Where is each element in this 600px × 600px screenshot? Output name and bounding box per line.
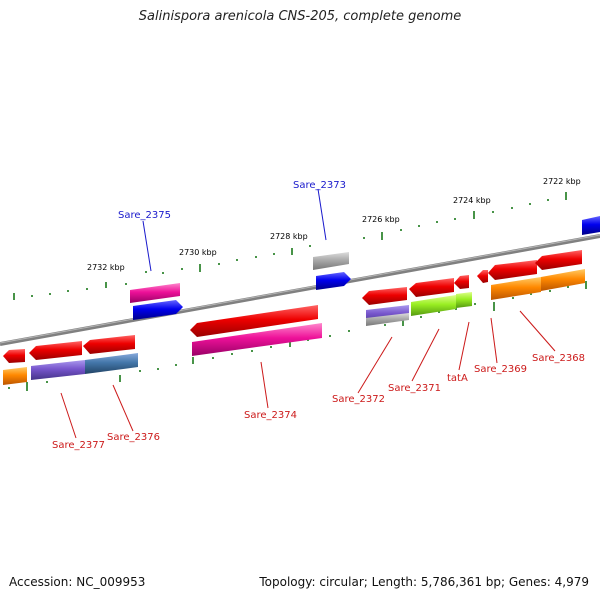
gene-sare-2369[interactable]	[488, 260, 537, 280]
gene-sare-2368[interactable]	[535, 250, 582, 270]
gene-sare-2375-outer[interactable]	[130, 283, 180, 303]
leader-lines	[60, 188, 556, 439]
tick-label-2730: 2730 kbp	[179, 248, 217, 257]
gene-sare-2368-feature[interactable]	[541, 269, 585, 291]
gene-label-sare-2368: Sare_2368	[532, 353, 585, 364]
gene-label-sare-2376: Sare_2376	[107, 432, 160, 443]
gene-sare-2377-feature[interactable]	[31, 360, 85, 380]
gene-label-sare-2373: Sare_2373	[293, 180, 346, 191]
gene-tata-feature[interactable]	[456, 292, 472, 308]
gene-label-sare-2371: Sare_2371	[388, 383, 441, 394]
outer-tick-ring	[13, 192, 567, 300]
genome-backbone	[0, 234, 600, 346]
gene-sare-2373[interactable]	[316, 272, 351, 290]
gene-sare-2371-feature[interactable]	[411, 295, 456, 316]
gene-sare-2372-feature-b[interactable]	[366, 313, 409, 326]
gene-edge-right[interactable]	[582, 216, 600, 235]
gene-sare-2369-feature[interactable]	[491, 277, 541, 300]
gene-sare-2373-outer[interactable]	[313, 252, 349, 270]
tick-label-2722: 2722 kbp	[543, 177, 581, 186]
gene-sare-2371[interactable]	[409, 278, 454, 297]
gene-label-sare-2372: Sare_2372	[332, 394, 385, 405]
tick-label-2732: 2732 kbp	[87, 263, 125, 272]
gene-label-sare-2374: Sare_2374	[244, 410, 297, 421]
inner-tick-ring	[8, 281, 587, 391]
genome-summary-text: Topology: circular; Length: 5,786,361 bp…	[259, 575, 589, 589]
gene-sare-2377[interactable]	[29, 341, 82, 360]
gene-sare-2369-small[interactable]	[477, 270, 488, 283]
gene-label-tata: tatA	[447, 373, 468, 384]
gene-sare-2372[interactable]	[362, 287, 407, 305]
gene-sare-2374-feature[interactable]	[192, 323, 322, 356]
gene-label-sare-2375: Sare_2375	[118, 210, 171, 221]
gene-sare-2376-feature[interactable]	[85, 353, 138, 374]
genome-backbone-highlight	[0, 234, 600, 344]
accession-text: Accession: NC_009953	[9, 575, 146, 589]
gene-edge-left[interactable]	[3, 349, 25, 363]
tick-label-2728: 2728 kbp	[270, 232, 308, 241]
gene-edge-left-orange[interactable]	[3, 367, 27, 385]
reverse-genes	[3, 250, 585, 385]
gene-sare-2376[interactable]	[83, 335, 135, 354]
map-title: Salinispora arenicola CNS-205, complete …	[138, 9, 462, 24]
gene-label-sare-2377: Sare_2377	[52, 440, 105, 451]
gene-sare-2374[interactable]	[190, 305, 318, 337]
gene-tata[interactable]	[454, 275, 469, 289]
gene-sare-2375[interactable]	[133, 300, 183, 320]
forward-genes	[130, 216, 600, 320]
gene-label-sare-2369: Sare_2369	[474, 364, 527, 375]
tick-label-2726: 2726 kbp	[362, 215, 400, 224]
tick-label-2724: 2724 kbp	[453, 196, 491, 205]
